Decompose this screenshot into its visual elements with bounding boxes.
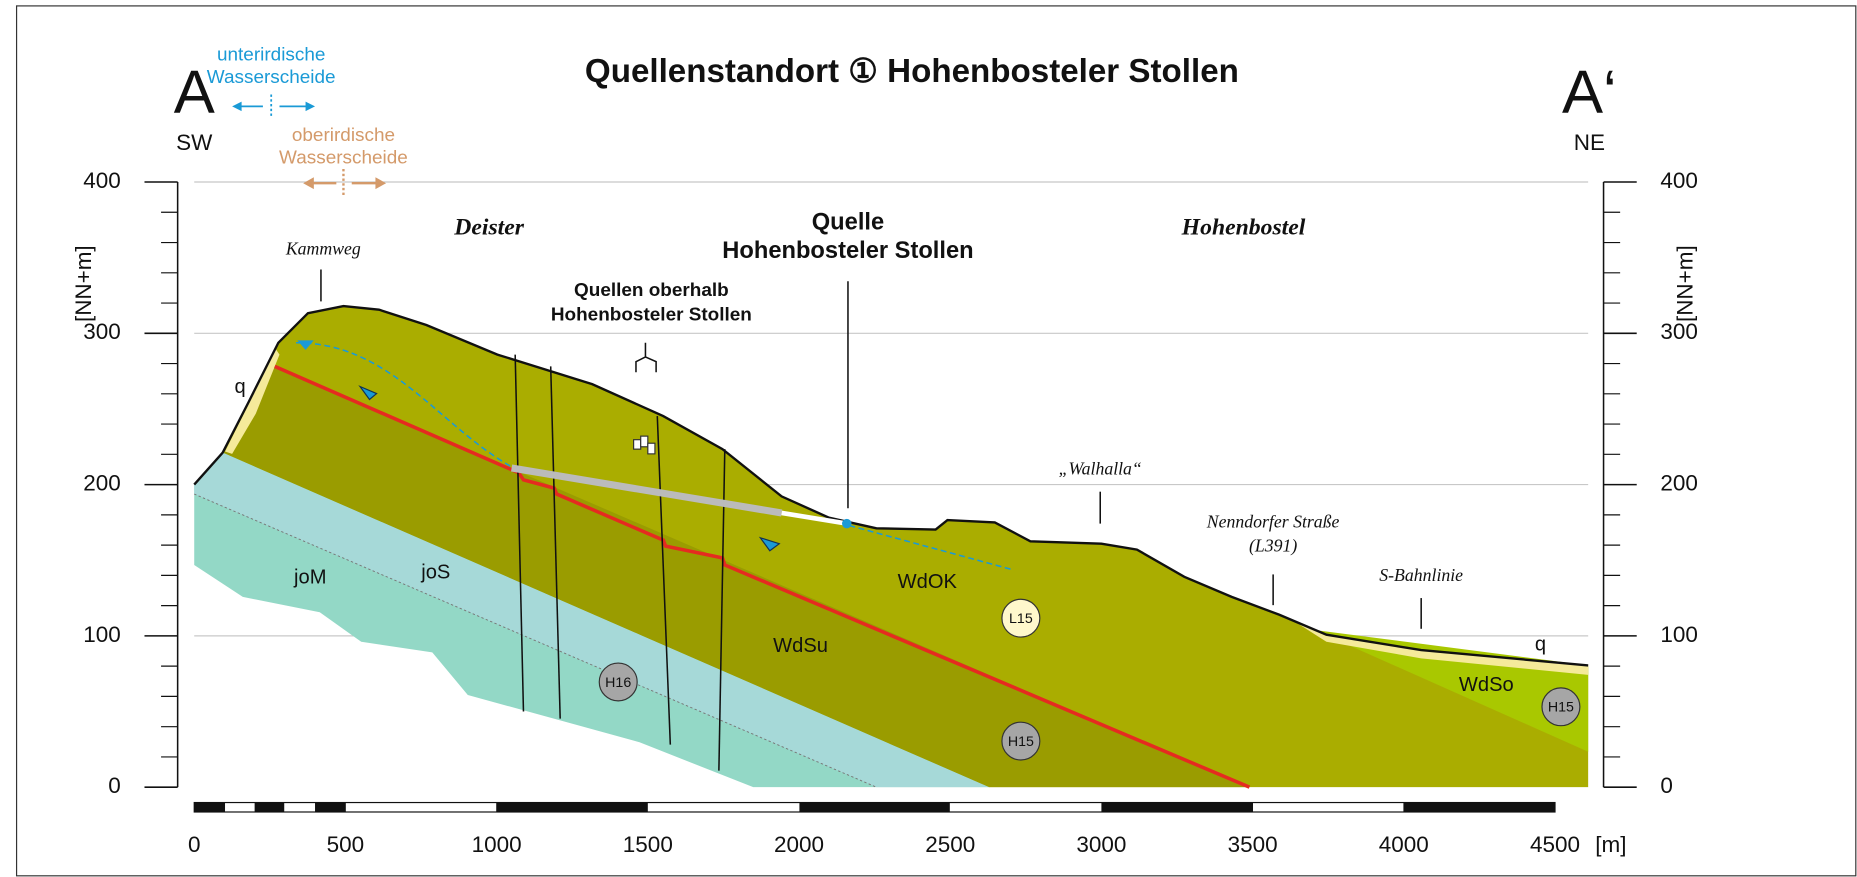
x-tick-label: 3000: [1076, 832, 1126, 857]
layer-jos: [194, 452, 989, 788]
springs-icon: [633, 435, 656, 455]
divide-label: unterirdische: [217, 45, 325, 66]
layer-label: q: [1535, 634, 1546, 656]
x-tick-label: 500: [327, 832, 365, 857]
x-tick-label: 3500: [1228, 832, 1278, 857]
sample: [1001, 721, 1041, 761]
layer-label: joS: [420, 562, 450, 584]
x-tick-label: 1000: [472, 832, 522, 857]
place: „Walhalla“: [1059, 459, 1142, 479]
flow-arrow: [358, 385, 378, 401]
layer-wdok: [194, 306, 1589, 788]
divide-label: oberirdische: [292, 125, 395, 146]
sample-label: H15: [1008, 734, 1034, 750]
x-tick-label: 0: [188, 832, 201, 857]
water-level: [297, 340, 314, 350]
springs-label: Hohenbosteler Stollen: [551, 305, 752, 326]
direction: NE: [1574, 130, 1605, 155]
sample: [1541, 687, 1581, 727]
x-tick-label: 4000: [1379, 832, 1429, 857]
terrain-surface: [193, 304, 1589, 667]
tunnel: [511, 464, 783, 517]
frame: [15, 5, 1857, 877]
x-tick-label: 1500: [623, 832, 673, 857]
x-tick-label: 2000: [774, 832, 824, 857]
layer-label: WdOK: [898, 571, 958, 593]
arrowhead: [232, 101, 242, 112]
y-tick-label: 400: [1660, 168, 1698, 193]
spring-label: Quelle: [812, 210, 884, 236]
y-tick-label: 400: [83, 168, 121, 193]
layer-label: WdSu: [773, 635, 828, 657]
direction: SW: [176, 130, 213, 155]
place: (L391): [1249, 535, 1297, 555]
quaternary: [225, 347, 280, 454]
spring: [842, 518, 852, 529]
sample-label: H15: [1548, 700, 1574, 716]
arrowhead: [303, 177, 314, 190]
sample: [1001, 598, 1041, 638]
spring-label: Hohenbosteler Stollen: [722, 238, 973, 264]
place: Deister: [453, 215, 525, 241]
place: Nenndorfer Straße: [1206, 512, 1340, 532]
y-tick-label: 200: [83, 471, 121, 496]
layer-label: WdSo: [1459, 674, 1514, 696]
section-end: A: [174, 58, 215, 127]
tunnel: [781, 510, 848, 526]
y-axis-label: [NN+m]: [71, 245, 96, 322]
divide-label: Wasserscheide: [207, 67, 336, 88]
quaternary: [1296, 622, 1589, 675]
layer-label: q: [234, 376, 245, 398]
place: Hohenbostel: [1181, 215, 1306, 241]
y-tick-label: 300: [83, 319, 121, 344]
layer-label: joM: [293, 566, 326, 588]
pointers: [320, 269, 1422, 629]
springs-label: Quellen oberhalb: [574, 280, 729, 301]
sample-label: H16: [605, 675, 631, 691]
divide-label: Wasserscheide: [279, 147, 408, 168]
scale-bar: [194, 802, 1556, 812]
y-tick-label: 100: [83, 622, 121, 647]
y-tick-label: 0: [108, 773, 121, 798]
divide-arrows: [234, 94, 311, 119]
x-tick-label: 2500: [925, 832, 975, 857]
boundary: [194, 493, 877, 788]
y-tick-label: 0: [1660, 773, 1673, 798]
section-end: A‘: [1562, 58, 1617, 127]
place: Kammweg: [285, 239, 361, 259]
y-tick-label: 300: [1660, 319, 1698, 344]
x-tick-label: 4500: [1530, 832, 1580, 857]
layer-wdsu: [222, 366, 1250, 788]
sample: [598, 662, 638, 702]
water-table: [296, 341, 1013, 571]
flow-arrow: [758, 536, 781, 552]
x-axis-unit: [m]: [1595, 832, 1626, 857]
y-tick-label: 100: [1660, 622, 1698, 647]
y-tick-label: 200: [1660, 471, 1698, 496]
fault-boundary: [274, 364, 1251, 789]
arrowhead: [305, 101, 316, 112]
sample-label: L15: [1009, 611, 1033, 627]
title: Quellenstandort ① Hohenbosteler Stollen: [585, 53, 1239, 90]
place: S-Bahnlinie: [1379, 565, 1463, 585]
arrowhead: [375, 177, 387, 190]
y-axis-label: [NN+m]: [1672, 245, 1697, 322]
